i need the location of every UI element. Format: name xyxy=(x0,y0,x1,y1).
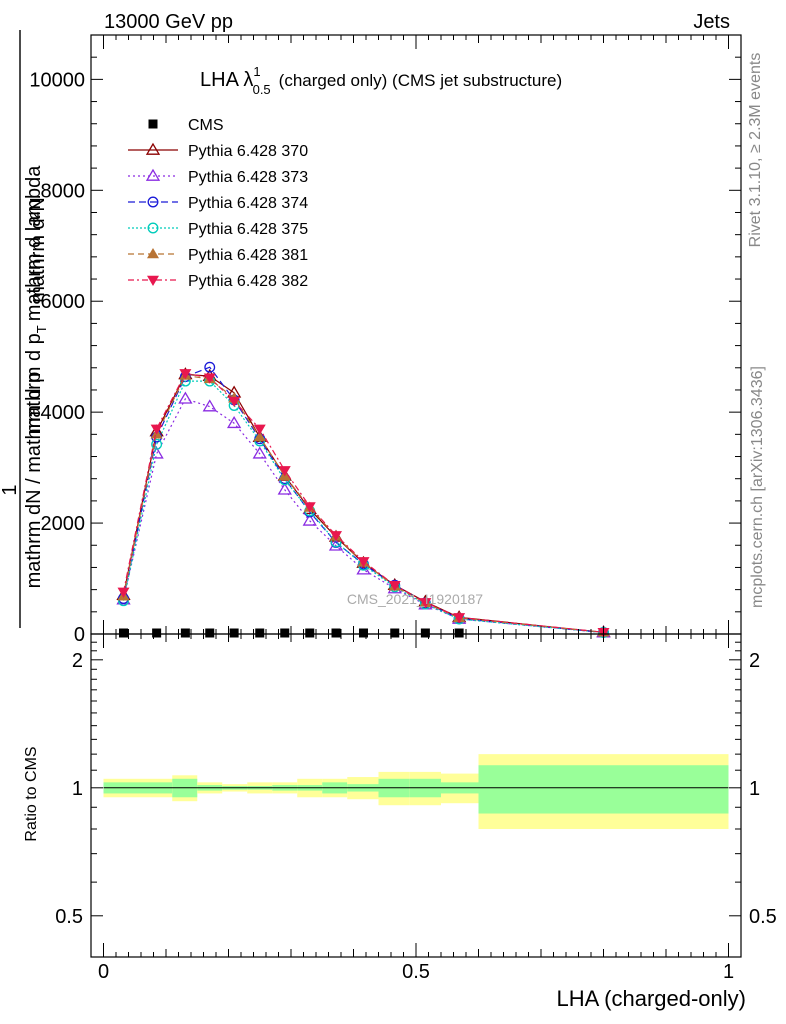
ytick-label: 8000 xyxy=(41,180,86,202)
marker-triangle xyxy=(178,391,193,404)
marker-square xyxy=(119,628,128,638)
marker-square xyxy=(180,628,190,638)
ratio-ytick-label-right: 1 xyxy=(749,778,760,800)
title-sub: 0.5 xyxy=(253,82,271,97)
legend-item-0: CMS xyxy=(148,117,224,134)
ratio-ylabel: Ratio to CMS xyxy=(23,746,40,841)
marker-square xyxy=(255,628,265,638)
marker-triangle xyxy=(302,513,317,526)
legend-label: Pythia 6.428 382 xyxy=(188,273,308,290)
title-main: LHA λ xyxy=(200,69,253,91)
mcplots-label: mcplots.cern.ch [arXiv:1306.3436] xyxy=(749,366,766,608)
chart-title: LHA λ1 0.5 (charged only) (CMS jet substru… xyxy=(200,64,562,97)
marker-triangle-down xyxy=(150,424,163,435)
marker-triangle-down xyxy=(357,557,370,568)
marker-triangle-down xyxy=(179,369,192,380)
ylabel-den2: mathrm d p xyxy=(23,333,45,434)
watermark: CMS_2021_I1920187 xyxy=(347,591,483,607)
ytick-label: 2000 xyxy=(41,513,86,535)
legend-item-4: Pythia 6.428 375 xyxy=(128,221,308,238)
ytick-label: 6000 xyxy=(41,291,86,313)
ylabel-den-sub: T xyxy=(34,325,49,333)
ratio-ytick-label-right: 0.5 xyxy=(749,906,777,928)
ytick-label: 4000 xyxy=(41,402,86,424)
xtick-label: 0.5 xyxy=(402,961,430,983)
title-suffix: (charged only) (CMS jet substructure) xyxy=(279,71,562,90)
marker-triangle-down xyxy=(228,396,241,408)
ratio-bands xyxy=(103,754,729,830)
series-0 xyxy=(119,628,608,638)
series-6 xyxy=(117,369,610,639)
marker-circle xyxy=(147,222,159,234)
ratio-ytick-label: 1 xyxy=(72,778,83,800)
marker-square xyxy=(152,628,162,638)
marker-triangle-down xyxy=(147,275,159,286)
marker-triangle-down xyxy=(303,502,316,513)
marker-triangle xyxy=(145,168,161,181)
marker-square xyxy=(331,628,341,638)
legend-item-3: Pythia 6.428 374 xyxy=(128,195,308,212)
marker-triangle-filled xyxy=(147,248,159,259)
marker-triangle xyxy=(226,415,242,429)
marker-square xyxy=(454,628,464,638)
legend-item-2: Pythia 6.428 373 xyxy=(128,168,308,186)
marker-square xyxy=(420,628,430,638)
legend-label: Pythia 6.428 381 xyxy=(188,247,308,264)
marker-triangle-down xyxy=(117,587,130,598)
marker-square xyxy=(205,628,215,638)
title-sup: 1 xyxy=(253,64,260,79)
legend-label: Pythia 6.428 373 xyxy=(188,169,308,186)
xtick-label: 1 xyxy=(723,961,734,983)
legend-label: Pythia 6.428 370 xyxy=(188,143,308,160)
series-curves xyxy=(116,361,611,639)
ylabel-numerator-one: 1 xyxy=(0,484,21,495)
marker-triangle xyxy=(252,446,267,459)
marker-square xyxy=(390,628,400,638)
ratio-ytick-label: 0.5 xyxy=(55,906,83,928)
marker-triangle-down xyxy=(330,531,342,542)
legend-item-5: Pythia 6.428 381 xyxy=(128,247,308,264)
header-right: Jets xyxy=(693,11,730,33)
ylabel-denominator: mathrm dN / mathrm d p xyxy=(23,372,45,589)
axis-ticks: 0 2000 4000 6000 8000 10000 0 0.5 1 0.5 0.5 1 1 2 2 xyxy=(29,34,777,983)
marker-square xyxy=(359,628,368,638)
series-line xyxy=(122,380,604,634)
legend-label: Pythia 6.428 374 xyxy=(188,195,308,212)
legend: CMS Pythia 6.428 370 Pythia 6.428 373 Pythi… xyxy=(128,117,308,290)
ylabel-den-suffix: mathrm d lambda xyxy=(23,165,45,321)
marker-triangle-down xyxy=(278,466,291,477)
marker-square xyxy=(229,628,239,638)
legend-item-1: Pythia 6.428 370 xyxy=(128,142,308,160)
band-stat xyxy=(478,765,729,814)
ratio-ytick-label: 2 xyxy=(72,650,83,672)
marker-square xyxy=(305,628,315,638)
marker-square xyxy=(148,119,158,129)
xlabel: LHA (charged-only) xyxy=(556,986,746,1011)
ytick-label: 10000 xyxy=(29,69,85,91)
ytick-label: 0 xyxy=(74,624,85,646)
marker-circle xyxy=(151,438,163,450)
ylabel-numerator: mathrm d²N xyxy=(27,197,49,303)
marker-circle xyxy=(147,196,159,208)
marker-triangle xyxy=(202,399,217,412)
marker-square xyxy=(280,628,290,638)
marker-circle xyxy=(204,361,216,373)
legend-item-6: Pythia 6.428 382 xyxy=(128,273,308,290)
marker-triangle xyxy=(145,142,161,155)
rivet-label: Rivet 3.1.10, ≥ 2.3M events xyxy=(747,53,764,248)
ratio-ytick-label-right: 2 xyxy=(749,650,760,672)
marker-triangle-down xyxy=(453,613,466,624)
legend-label: CMS xyxy=(188,117,224,134)
ylabel-denominator-right: mathrm d pTmathrm d lambda xyxy=(23,165,49,435)
xtick-label: 0 xyxy=(98,961,109,983)
marker-triangle-down xyxy=(253,424,266,435)
header-left: 13000 GeV pp xyxy=(104,11,233,33)
marker-triangle-down xyxy=(388,580,401,592)
marker-triangle-down xyxy=(203,373,216,384)
marker-triangle-down xyxy=(419,598,432,609)
marker-triangle-filled xyxy=(253,431,266,442)
marker-triangle xyxy=(277,482,292,495)
legend-label: Pythia 6.428 375 xyxy=(188,221,308,238)
